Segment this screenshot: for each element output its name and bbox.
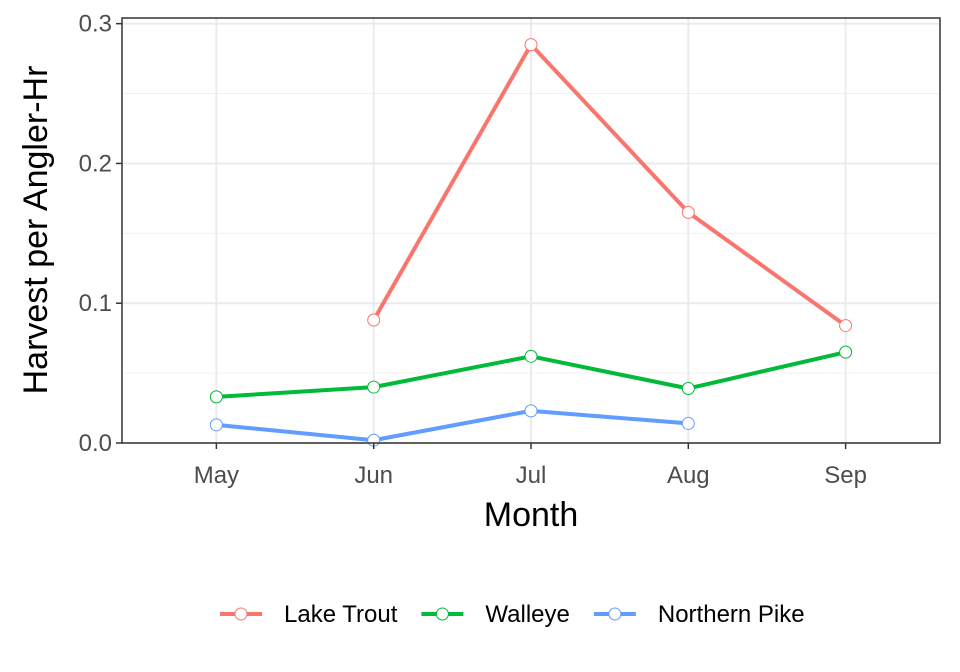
legend-item-lake-trout: Lake Trout — [220, 601, 398, 628]
data-point-lake-trout — [839, 319, 853, 333]
data-point-lake-trout — [367, 313, 381, 327]
y-tick-label: 0.0 — [79, 430, 112, 457]
y-axis: 0.0 0.1 0.2 0.3 — [79, 11, 122, 457]
series-line-lake-trout — [371, 42, 847, 328]
legend-key-point — [234, 607, 248, 621]
data-point-northern-pike — [209, 418, 223, 432]
x-axis: May Jun Jul Aug Sep — [194, 443, 867, 489]
x-tick-label: Sep — [824, 462, 867, 489]
data-point-walleye — [839, 345, 853, 359]
data-point-northern-pike — [524, 404, 538, 418]
data-point-walleye — [209, 390, 223, 404]
legend-label: Lake Trout — [284, 601, 398, 628]
legend-item-northern-pike: Northern Pike — [593, 601, 805, 628]
y-tick-label: 0.1 — [79, 290, 112, 317]
legend-item-walleye: Walleye — [421, 601, 570, 628]
x-tick-label: Jul — [516, 462, 547, 489]
x-axis-title: Month — [484, 496, 579, 534]
data-point-walleye — [524, 349, 538, 363]
y-axis-title: Harvest per Angler-Hr — [17, 66, 55, 395]
series-line-northern-pike — [216, 408, 689, 443]
data-point-walleye — [681, 381, 695, 395]
x-tick-label: Jun — [354, 462, 393, 489]
legend-key-point — [608, 607, 622, 621]
legend-label: Walleye — [485, 601, 569, 628]
y-tick-label: 0.3 — [79, 11, 112, 38]
x-tick-label: May — [194, 462, 239, 489]
data-point-lake-trout — [681, 205, 695, 219]
data-point-lake-trout — [524, 38, 538, 52]
legend: Lake Trout Walleye Northern Pike — [220, 601, 805, 628]
data-point-walleye — [367, 380, 381, 394]
legend-key-point — [435, 607, 449, 621]
y-tick-label: 0.2 — [79, 150, 112, 177]
data-points — [209, 38, 853, 447]
data-point-northern-pike — [681, 416, 695, 430]
legend-label: Northern Pike — [658, 601, 805, 628]
x-tick-label: Aug — [667, 462, 710, 489]
